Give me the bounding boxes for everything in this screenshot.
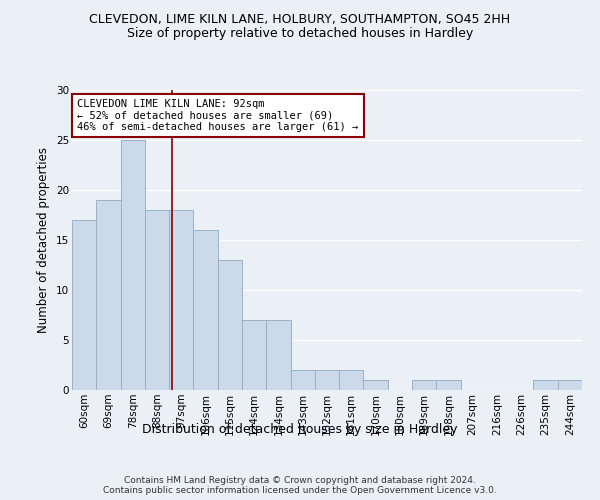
Bar	[121, 140, 145, 390]
Text: Size of property relative to detached houses in Hardley: Size of property relative to detached ho…	[127, 28, 473, 40]
Bar	[290, 370, 315, 390]
Bar	[242, 320, 266, 390]
Bar	[315, 370, 339, 390]
Text: CLEVEDON LIME KILN LANE: 92sqm
← 52% of detached houses are smaller (69)
46% of : CLEVEDON LIME KILN LANE: 92sqm ← 52% of …	[77, 99, 358, 132]
Bar	[364, 380, 388, 390]
Bar	[169, 210, 193, 390]
Bar	[412, 380, 436, 390]
Bar	[266, 320, 290, 390]
Bar	[96, 200, 121, 390]
Bar	[339, 370, 364, 390]
Bar	[533, 380, 558, 390]
Bar	[218, 260, 242, 390]
Text: Contains HM Land Registry data © Crown copyright and database right 2024.
Contai: Contains HM Land Registry data © Crown c…	[103, 476, 497, 495]
Bar	[72, 220, 96, 390]
Text: CLEVEDON, LIME KILN LANE, HOLBURY, SOUTHAMPTON, SO45 2HH: CLEVEDON, LIME KILN LANE, HOLBURY, SOUTH…	[89, 12, 511, 26]
Bar	[558, 380, 582, 390]
Bar	[436, 380, 461, 390]
Bar	[145, 210, 169, 390]
Y-axis label: Number of detached properties: Number of detached properties	[37, 147, 50, 333]
Text: Distribution of detached houses by size in Hardley: Distribution of detached houses by size …	[142, 422, 458, 436]
Bar	[193, 230, 218, 390]
